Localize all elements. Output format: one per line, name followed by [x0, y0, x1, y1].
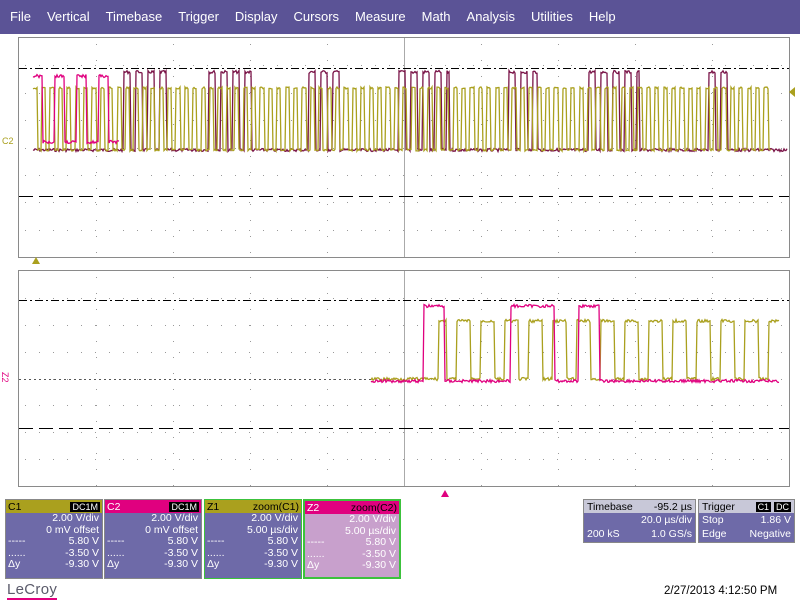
upper-trigger-position-marker[interactable]: [32, 257, 40, 264]
z1-delta-label: Δy: [207, 558, 220, 570]
c1-offset: 0 mV offset: [46, 523, 99, 536]
zoom-waveform-display: [19, 271, 789, 486]
trigger-source-badge: C1: [755, 501, 772, 512]
z1-descriptor[interactable]: Z1 zoom(C1) 2.00 V/div 5.00 µs/div -----…: [204, 499, 302, 579]
menu-help[interactable]: Help: [588, 9, 616, 24]
menu-timebase[interactable]: Timebase: [105, 9, 163, 24]
c2-coupling-badge: DC1M: [169, 501, 199, 512]
menu-measure[interactable]: Measure: [355, 9, 406, 24]
timebase-rate: 1.0 GS/s: [651, 528, 692, 540]
trigger-descriptor[interactable]: Trigger C1 DC Stop 1.86 V Edge Negative: [698, 499, 795, 543]
c1-level2: -3.50 V: [65, 546, 99, 559]
menu-file[interactable]: File: [10, 9, 31, 24]
brand-logo: LeCroy: [7, 581, 58, 600]
z1-level1-label: -----: [207, 535, 225, 547]
trigger-label: Trigger: [702, 500, 735, 513]
menu-display[interactable]: Display: [234, 9, 278, 24]
z2-source: zoom(C2): [350, 501, 397, 514]
c1-trace-label: C2: [2, 136, 14, 146]
trigger-slope: Negative: [749, 528, 791, 540]
z2-level2: -3.50 V: [362, 547, 396, 560]
z2-level1-label: -----: [307, 536, 325, 548]
menu-vertical[interactable]: Vertical: [46, 9, 90, 24]
menu-trigger[interactable]: Trigger: [178, 9, 219, 24]
trigger-type: Edge: [702, 528, 727, 540]
c2-header: C2 DC1M: [105, 500, 201, 513]
z1-delta: -9.30 V: [264, 558, 298, 570]
c2-offset: 0 mV offset: [145, 523, 198, 536]
timebase-descriptor[interactable]: Timebase -95.2 µs 20.0 µs/div 200 kS 1.0 G…: [583, 499, 696, 543]
z1-level2: -3.50 V: [264, 546, 298, 559]
z2-trace: [370, 302, 780, 385]
timebase-per-div: 20.0 µs/div: [641, 514, 692, 526]
z2-delta: -9.30 V: [362, 559, 396, 571]
trigger-coupling-badge: DC: [774, 501, 791, 512]
c2-trace: [32, 73, 120, 145]
c2-name: C2: [107, 500, 121, 513]
z2-header: Z2 zoom(C2): [305, 501, 399, 514]
z1-name: Z1: [207, 500, 220, 513]
c1-delta: -9.30 V: [65, 558, 99, 570]
z2-descriptor[interactable]: Z2 zoom(C2) 2.00 V/div 5.00 µs/div -----…: [303, 499, 401, 579]
z1-timescale: 5.00 µs/div: [247, 523, 298, 536]
c1-scale: 2.00 V/div: [52, 512, 99, 524]
c1-header: C1 DC1M: [6, 500, 102, 513]
timebase-label: Timebase: [587, 500, 633, 513]
menu-bar: File Vertical Timebase Trigger Display Cursor…: [0, 0, 800, 34]
date-time: 2/27/2013 4:12:50 PM: [664, 585, 778, 597]
z2-timescale: 5.00 µs/div: [345, 524, 396, 537]
c1-delta-label: Δy: [8, 558, 21, 570]
z2-delta-label: Δy: [307, 559, 320, 571]
c2-delta-label: Δy: [107, 558, 120, 570]
trigger-mode: Stop: [702, 514, 724, 526]
z2-level2-label: ......: [307, 547, 325, 560]
z2-scale: 2.00 V/div: [349, 513, 396, 525]
c1-level1: 5.80 V: [68, 535, 99, 547]
lower-graticule: [25, 271, 782, 486]
trigger-level: 1.86 V: [760, 514, 791, 526]
menu-math[interactable]: Math: [421, 9, 451, 24]
c2-delta: -9.30 V: [164, 558, 198, 570]
c1-name: C1: [8, 500, 22, 513]
menu-cursors[interactable]: Cursors: [293, 9, 340, 24]
menu-utilities[interactable]: Utilities: [530, 9, 573, 24]
timebase-samples: 200 kS: [587, 528, 620, 540]
c2-descriptor[interactable]: C2 DC1M 2.00 V/div 0 mV offset ----- 5.80…: [104, 499, 202, 579]
z1-level1: 5.80 V: [267, 535, 298, 547]
z1-scale: 2.00 V/div: [251, 512, 298, 524]
c1-trace: [32, 84, 772, 154]
z1-trace: [370, 317, 780, 383]
c2-level1: 5.80 V: [167, 535, 198, 547]
c1-descriptor[interactable]: C1 DC1M 2.00 V/div 0 mV offset ----- 5.80…: [5, 499, 103, 579]
c2-level2: -3.50 V: [164, 546, 198, 559]
c1-level1-label: -----: [8, 535, 26, 547]
z2-level1: 5.80 V: [365, 536, 396, 548]
lower-grid-panel[interactable]: [18, 270, 790, 487]
z1-source: zoom(C1): [252, 500, 299, 513]
z1-level2-label: ......: [207, 546, 225, 559]
c1-level2-label: ......: [8, 546, 26, 559]
upper-grid-panel[interactable]: [18, 37, 790, 258]
lower-trigger-position-marker[interactable]: [441, 490, 449, 497]
c1-coupling-badge: DC1M: [70, 501, 100, 512]
c2-scale: 2.00 V/div: [151, 512, 198, 524]
menu-analysis[interactable]: Analysis: [466, 9, 515, 24]
z1-header: Z1 zoom(C1): [205, 500, 301, 513]
c2-level2-label: ......: [107, 546, 125, 559]
timebase-delay: -95.2 µs: [653, 500, 692, 513]
z2-trace-label: Z2: [0, 372, 10, 383]
upper-waveform-display: [19, 38, 789, 257]
c2-level1-label: -----: [107, 535, 125, 547]
z2-name: Z2: [307, 501, 320, 514]
